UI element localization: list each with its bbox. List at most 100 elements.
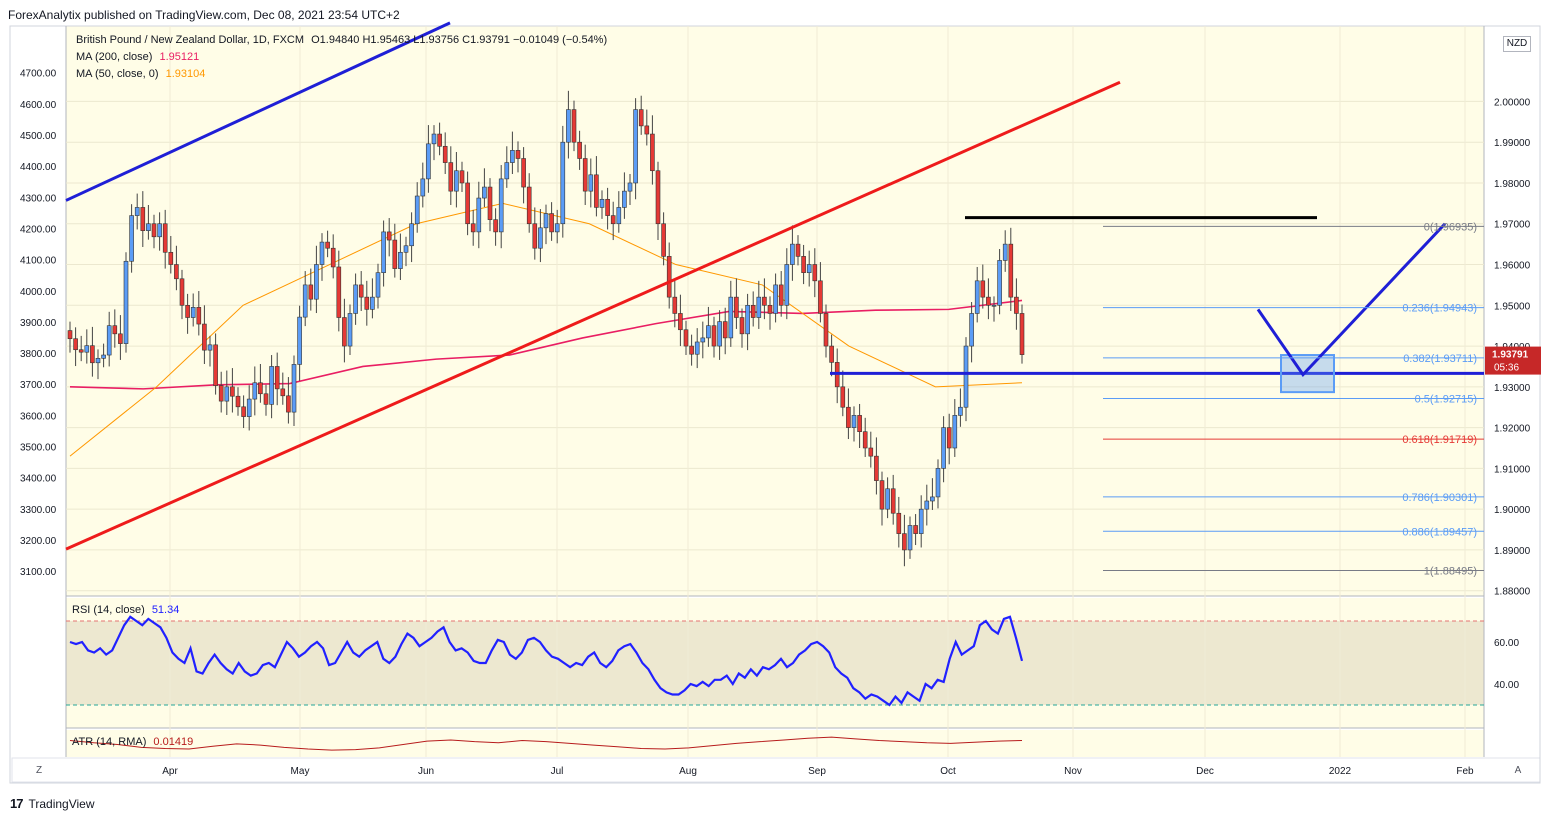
candle-body [532,223,538,249]
candle-body [358,284,364,298]
ma50-legend: MA (50, close, 0) 1.93104 [76,68,205,80]
candle-body [246,398,252,417]
candle-body [980,280,986,298]
candle-body [627,182,633,192]
candle-body [538,227,543,249]
candle-body [717,321,722,347]
candle-body [963,345,969,408]
right-axis-tick-label: 1.99000 [1494,138,1531,149]
time-axis-label: Aug [679,766,697,777]
right-axis-tick-label: 1.92000 [1494,424,1531,435]
candle-body [241,406,246,417]
ma50-label: MA (50, close, 0) [76,68,159,80]
candle-body [605,198,610,216]
candle-body [974,280,980,314]
candle-body [840,386,846,408]
candle-body [874,455,879,481]
candle-body [101,354,106,359]
ma200-value: 1.95121 [159,51,200,63]
rsi-value: 51.34 [151,604,180,616]
candle-body [851,415,857,428]
candle-body [739,317,745,335]
candle-body [325,241,330,249]
tradingview-logo-icon: 17 [10,796,24,811]
left-axis-tick-label: 4400.00 [20,162,57,173]
time-axis-label: Sep [808,766,826,777]
candle-body [818,280,823,314]
auto-scale-button[interactable]: A [1514,765,1522,776]
candle-body [431,133,437,145]
candle-body [946,427,952,449]
candle-body [577,141,582,159]
time-axis-label: Jul [551,766,564,777]
candle-body [84,345,90,353]
candle-body [644,125,650,135]
candle-body [157,223,162,238]
target-zone-box [1280,354,1335,394]
candle-body [935,468,941,498]
candle-body [868,447,874,457]
candle-body [308,284,314,300]
candle-body [711,325,717,347]
candle-body [370,296,375,310]
candle-body [78,349,84,353]
candle-body [722,321,728,339]
candle-body [750,304,756,318]
candle-body [146,223,151,231]
candle-body [330,247,336,268]
candle-body [224,386,230,402]
currency-badge[interactable]: NZD [1503,36,1531,52]
candle-body [773,284,778,314]
candle-body [767,304,773,314]
right-axis-tick-label: 1.91000 [1494,464,1531,475]
candle-body [364,296,370,310]
candle-body [218,385,224,402]
time-axis-label: Apr [162,766,178,777]
candle-body [997,260,1002,306]
candle-body [918,508,924,534]
candle-body [885,488,890,510]
candle-body [258,382,263,395]
ma200-legend: MA (200, close) 1.95121 [76,51,199,63]
left-axis-tick-label: 4100.00 [20,256,57,267]
candle-body [95,357,101,364]
candle-body [862,431,868,449]
candle-body [846,406,851,428]
left-axis-tick-label: 3300.00 [20,505,57,516]
fib-level-label: 1(1.88495) [1424,566,1477,578]
candle-body [470,223,476,233]
candle-body [734,296,739,318]
candle-body [437,133,442,147]
zoom-toggle-button[interactable]: Z [35,765,43,776]
published-caption: ForexAnalytix published on TradingView.c… [8,8,400,22]
candle-body [196,307,202,325]
candle-body [879,480,885,510]
atr-line [69,736,1023,751]
rsi-band [66,621,1484,705]
candle-body [442,145,448,163]
left-axis-tick-label: 3900.00 [20,318,57,329]
fib-level-label: 0.786(1.90301) [1402,492,1477,504]
candle-body [795,243,801,257]
candle-body [622,190,627,208]
countdown-label: 05:36 [1494,363,1519,374]
candle-body [554,223,560,233]
candle-body [426,143,431,180]
candle-body [213,344,218,386]
candle-body [73,338,78,351]
candle-body [162,223,168,253]
candle-body [414,195,420,225]
candle-body [375,272,381,298]
fib-level-label: 0(1.96935) [1424,221,1477,233]
candle-body [952,415,958,449]
candle-body [661,223,666,257]
rising-support-trendline [65,80,1121,551]
candle-body [269,366,274,405]
candle-body [762,296,767,306]
candle-body [190,307,196,318]
rsi-axis-tick-label: 60.00 [1494,638,1519,649]
tradingview-brand[interactable]: 17 TradingView [10,796,95,811]
last-price-label: 1.93791 [1492,350,1529,361]
candle-body [812,264,818,282]
